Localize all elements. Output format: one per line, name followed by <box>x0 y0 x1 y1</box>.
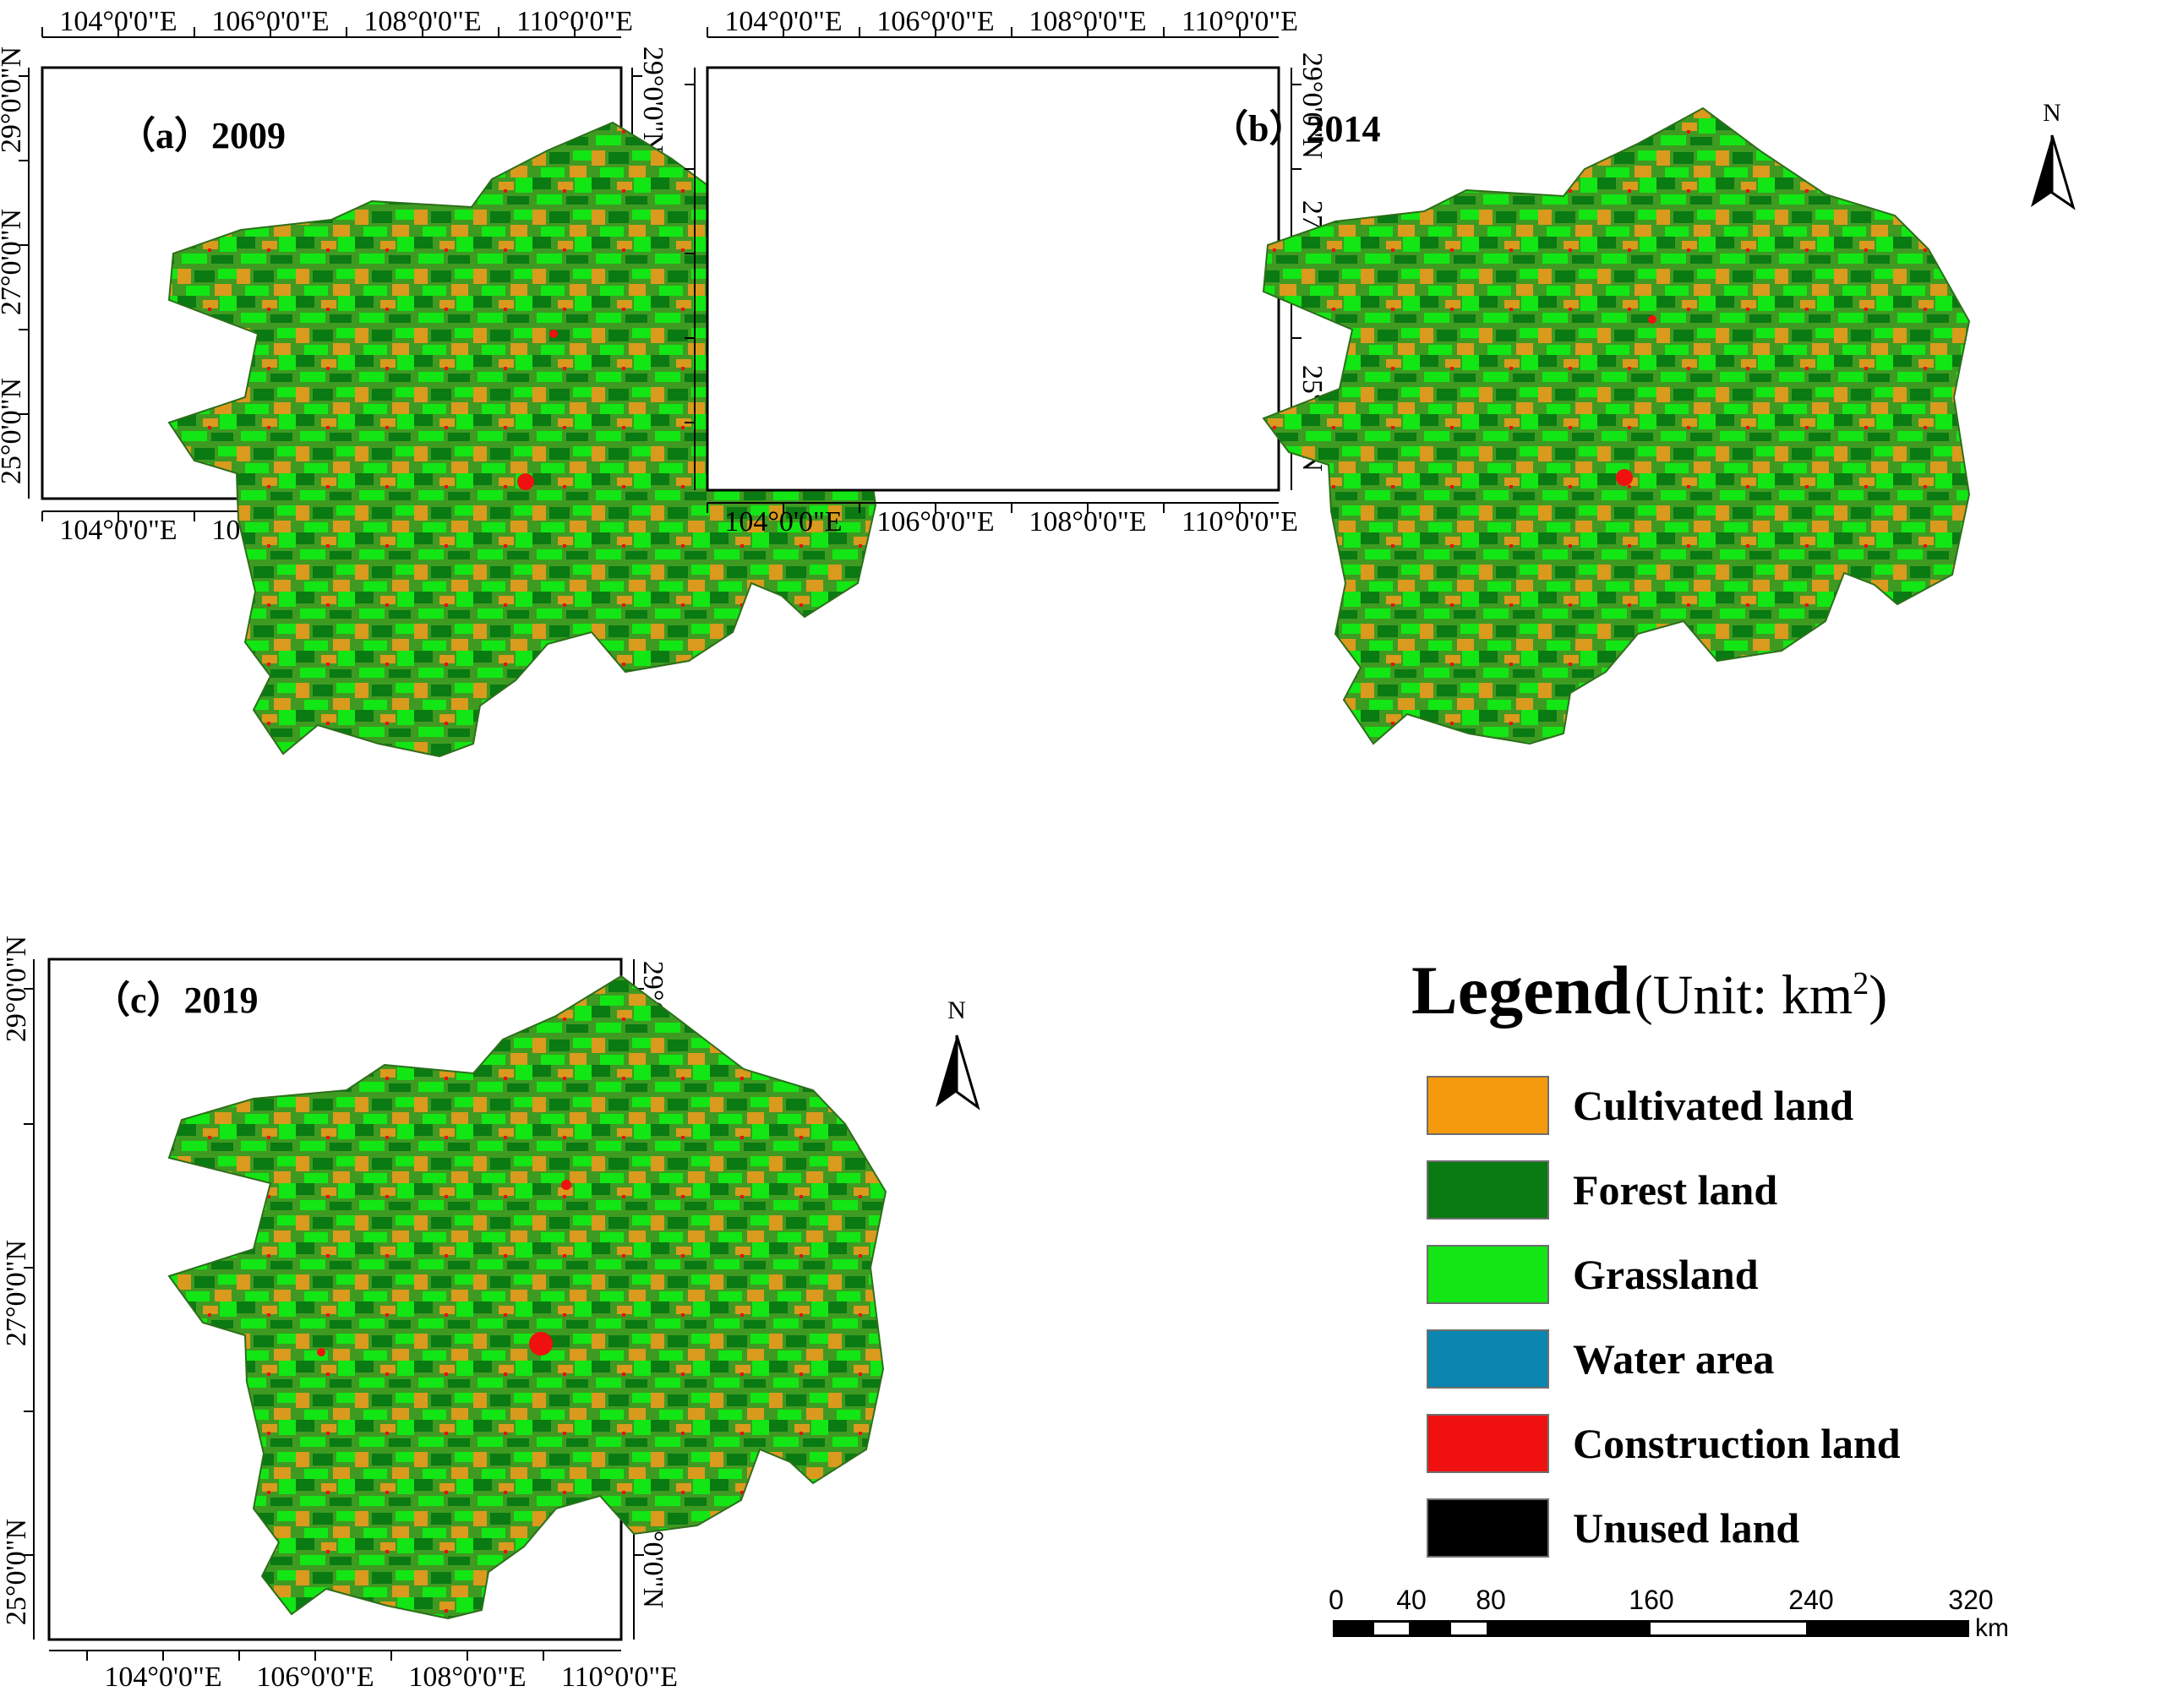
lon-label-bottom-1: 104°0'0"E <box>104 1662 221 1693</box>
land-use-map <box>1262 106 1971 745</box>
scale-segment <box>1410 1620 1450 1637</box>
legend-swatch <box>1427 1414 1549 1473</box>
lat-label-left-3: 25°0'0"N <box>0 378 27 484</box>
lon-label-bottom-2: 106°0'0"E <box>876 506 994 538</box>
lat-label-right-1: 29°0'0"N <box>1296 52 1328 159</box>
legend-label: Unused land <box>1573 1504 1800 1552</box>
lon-label-top-3: 108°0'0"E <box>363 6 481 37</box>
land-use-map <box>167 121 878 758</box>
legend-item-forest-land: Forest land <box>1427 1160 1777 1220</box>
legend-heading: Legend <box>1411 952 1631 1029</box>
legend-item-water-area: Water area <box>1427 1329 1774 1389</box>
legend-item-grassland: Grassland <box>1427 1245 1759 1304</box>
map-panel-b: 104°0'0"E 106°0'0"E 108°0'0"E 110°0'0"E … <box>685 6 2076 745</box>
lat-label-left-1: 29°0'0"N <box>0 46 27 153</box>
lon-label-bottom-2: 106°0'0"E <box>256 1662 374 1693</box>
legend-swatch <box>1427 1160 1549 1220</box>
scale-segment <box>1372 1620 1411 1637</box>
lat-label-left-1: 29°0'0"N <box>1 936 32 1042</box>
lon-label-bottom-1: 104°0'0"E <box>59 515 177 546</box>
lat-label-right-1: 29°0'0"N <box>637 46 669 153</box>
land-use-map <box>167 974 887 1620</box>
scale-segment <box>1807 1620 1969 1637</box>
north-arrow-icon: N <box>936 996 980 1110</box>
scale-tick-40: 40 <box>1396 1585 1427 1615</box>
lon-label-bottom-3: 108°0'0"E <box>1029 506 1146 538</box>
svg-text:N: N <box>947 996 966 1024</box>
scale-segment <box>1449 1620 1489 1637</box>
scale-tick-320: 320 <box>1948 1585 1994 1615</box>
scale-segment <box>1333 1620 1373 1637</box>
scale-unit: km <box>1975 1614 2009 1642</box>
legend-label: Grassland <box>1573 1251 1759 1298</box>
legend-swatch <box>1427 1245 1549 1304</box>
lon-label-top-4: 110°0'0"E <box>1182 6 1298 37</box>
map-panel-a: 104°0'0"E 106°0'0"E 108°0'0"E 110°0'0"E … <box>0 6 972 758</box>
scale-tick-0: 0 <box>1329 1585 1344 1615</box>
lon-label-top-3: 108°0'0"E <box>1029 6 1146 37</box>
lon-label-bottom-1: 104°0'0"E <box>724 506 842 538</box>
svg-text:N: N <box>2043 99 2061 127</box>
legend-swatch <box>1427 1076 1549 1135</box>
legend-item-cultivated-land: Cultivated land <box>1427 1076 1853 1135</box>
scale-tick-80: 80 <box>1476 1585 1506 1615</box>
legend-title: Legend (Unit: km2) <box>1411 951 1887 1030</box>
scale-bar: 0 40 80 160 240 320 km <box>1285 1585 2062 1678</box>
lon-label-bottom-4: 110°0'0"E <box>561 1662 678 1693</box>
panel-label: （b）2014 <box>1211 108 1380 150</box>
lon-label-top-1: 104°0'0"E <box>59 6 177 37</box>
panel-label: （a）2009 <box>118 115 286 156</box>
lon-label-top-2: 106°0'0"E <box>211 6 329 37</box>
lon-label-top-1: 104°0'0"E <box>724 6 842 37</box>
lon-label-bottom-4: 110°0'0"E <box>1182 506 1298 538</box>
legend-swatch <box>1427 1498 1549 1558</box>
lon-label-bottom-3: 108°0'0"E <box>408 1662 526 1693</box>
legend-item-construction-land: Construction land <box>1427 1414 1901 1473</box>
legend-label: Water area <box>1573 1335 1775 1383</box>
scale-tick-240: 240 <box>1788 1585 1834 1615</box>
scale-segment <box>1487 1620 1650 1637</box>
legend-unit: (Unit: km2) <box>1634 964 1888 1026</box>
legend-item-unused-land: Unused land <box>1427 1498 1799 1558</box>
lat-label-left-2: 27°0'0"N <box>0 209 27 315</box>
map-panel-c: 104°0'0"E 106°0'0"E 108°0'0"E 110°0'0"E … <box>1 936 980 1693</box>
legend-label: Cultivated land <box>1573 1082 1854 1129</box>
panel-label: （c）2019 <box>93 980 259 1021</box>
lat-label-left-3: 25°0'0"N <box>1 1519 32 1625</box>
scale-tick-160: 160 <box>1629 1585 1674 1615</box>
lat-label-left-2: 27°0'0"N <box>1 1240 32 1346</box>
north-arrow-icon: N <box>2031 99 2076 210</box>
legend-label: Construction land <box>1573 1420 1901 1467</box>
legend-label: Forest land <box>1573 1166 1778 1214</box>
lon-label-top-2: 106°0'0"E <box>876 6 994 37</box>
scale-segment <box>1648 1620 1809 1637</box>
lon-label-top-4: 110°0'0"E <box>516 6 633 37</box>
legend-swatch <box>1427 1329 1549 1389</box>
